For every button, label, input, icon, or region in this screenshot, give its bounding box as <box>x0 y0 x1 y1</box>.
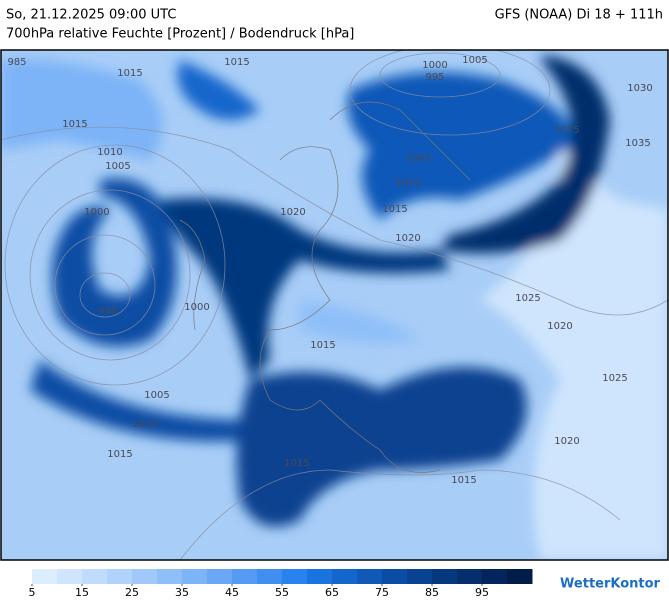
colorbar-swatch <box>182 569 208 584</box>
isobar-label: 1000 <box>422 60 447 71</box>
colorbar-tick-label: 5 <box>29 586 36 599</box>
isobar-label: 1035 <box>625 138 650 149</box>
isobar-label: 1010 <box>97 147 122 158</box>
isobar-label: 1020 <box>554 436 579 447</box>
colorbar-tick-label: 85 <box>425 586 439 599</box>
isobar-label: 1015 <box>554 125 579 136</box>
colorbar-swatch <box>332 569 358 584</box>
colorbar-swatch <box>132 569 158 584</box>
isobar-label: 1015 <box>451 475 476 486</box>
colorbar-tick-label: 55 <box>275 586 289 599</box>
colorbar-swatch <box>82 569 108 584</box>
isobar-label: 1025 <box>602 373 627 384</box>
colorbar-swatch <box>232 569 258 584</box>
map-frame <box>0 49 669 561</box>
colorbar-swatch <box>282 569 308 584</box>
isobar-label: 990 <box>98 306 117 317</box>
colorbar-swatch <box>57 569 83 584</box>
colorbar-swatch <box>207 569 233 584</box>
colorbar-tick-label: 35 <box>175 586 189 599</box>
map <box>1 50 668 560</box>
isobar-label: 1015 <box>224 57 249 68</box>
colorbar-swatch <box>307 569 333 584</box>
isobar-label: 1030 <box>627 83 652 94</box>
isobar-label: 1005 <box>462 55 487 66</box>
colorbar-swatch <box>457 569 483 584</box>
colorbar-swatch <box>157 569 183 584</box>
isobar-label: 1015 <box>310 340 335 351</box>
isobar-label: 1000 <box>184 302 209 313</box>
isobar-label: 995 <box>425 72 444 83</box>
colorbar-swatch <box>382 569 408 584</box>
datetime: So, 21.12.2025 09:00 UTC <box>6 8 176 23</box>
logo: WetterKontor <box>560 577 661 592</box>
isobar-label: 1010 <box>395 178 420 189</box>
isobar-label: 1020 <box>280 207 305 218</box>
isobar-label: 1015 <box>382 204 407 215</box>
model-info: GFS (NOAA) Di 18 + 111h <box>495 8 663 23</box>
isobar-label: 1010 <box>132 419 157 430</box>
colorbar-tick-label: 25 <box>125 586 139 599</box>
colorbar-tick-label: 15 <box>75 586 89 599</box>
isobar-label: 1015 <box>62 119 87 130</box>
colorbar-swatch <box>357 569 383 584</box>
isobar-label: 1000 <box>84 207 109 218</box>
isobar-label: 1005 <box>144 390 169 401</box>
colorbar-tick-label: 95 <box>475 586 489 599</box>
colorbar-swatch <box>257 569 283 584</box>
isobar-label: 1015 <box>284 458 309 469</box>
isobar-label: 985 <box>7 57 26 68</box>
isobar-label: 1020 <box>395 233 420 244</box>
subtitle: 700hPa relative Feuchte [Prozent] / Bode… <box>6 27 354 42</box>
isobar-label: 1015 <box>107 449 132 460</box>
colorbar-swatch <box>432 569 458 584</box>
isobar-label: 1020 <box>547 321 572 332</box>
colorbar-swatch <box>507 569 533 584</box>
colorbar-tick-label: 65 <box>325 586 339 599</box>
colorbar-swatch <box>107 569 133 584</box>
isobar-label: 1025 <box>515 293 540 304</box>
colorbar-tick-label: 45 <box>225 586 239 599</box>
colorbar-swatch <box>407 569 433 584</box>
colorbar-tick-label: 75 <box>375 586 389 599</box>
isobar-label: 1005 <box>105 161 130 172</box>
isobar-label: 1015 <box>117 68 142 79</box>
colorbar-swatch <box>32 569 58 584</box>
isobar-label: 1005 <box>405 153 430 164</box>
colorbar-swatch <box>482 569 508 584</box>
